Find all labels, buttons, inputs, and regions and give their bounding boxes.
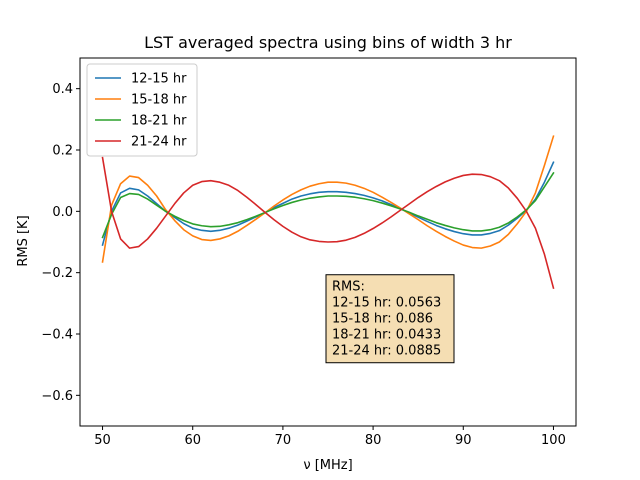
legend-box: [86, 63, 198, 157]
legend-label: 15-18 hr: [131, 93, 187, 108]
y-tick-label: −0.2: [41, 266, 73, 281]
x-tick-label: 80: [365, 433, 382, 448]
y-tick-label: −0.4: [41, 328, 73, 343]
annotation-line: 21-24 hr: 0.0885: [332, 344, 441, 359]
x-axis: 50 60 70 80 90 100: [94, 426, 566, 448]
legend-label: 12-15 hr: [131, 72, 187, 87]
annotation-line: 18-21 hr: 0.0433: [332, 328, 441, 343]
annotation-line: 12-15 hr: 0.0563: [332, 296, 441, 311]
legend-label: 21-24 hr: [131, 135, 187, 150]
series-line-18-21 hr: [101, 171, 555, 239]
annotation-box: [325, 274, 455, 364]
y-axis: −0.6 −0.4 −0.2 0.0 0.2 0.4: [41, 82, 80, 404]
x-tick-label: 100: [541, 433, 566, 448]
chart-title: LST averaged spectra using bins of width…: [144, 33, 512, 52]
series-line-12-15 hr: [101, 161, 555, 247]
axes-frame: [79, 57, 577, 427]
legend: 12-15 hr 15-18 hr 18-21 hr 21-24 hr: [86, 63, 198, 157]
y-tick-label: 0.4: [52, 82, 73, 97]
legend-label: 18-21 hr: [131, 114, 187, 129]
y-tick-label: 0.0: [52, 205, 73, 220]
y-axis-label: RMS [K]: [16, 215, 31, 266]
y-tick-label: −0.6: [41, 389, 73, 404]
series-line-15-18 hr: [101, 135, 555, 263]
y-tick-label: 0.2: [52, 144, 73, 159]
series-lines: [101, 135, 555, 289]
x-tick-label: 60: [184, 433, 201, 448]
series-line-21-24 hr: [101, 156, 555, 289]
annotation-line: 15-18 hr: 0.086: [332, 312, 433, 327]
x-tick-label: 50: [94, 433, 111, 448]
x-tick-label: 70: [275, 433, 292, 448]
annotation-line: RMS:: [332, 280, 365, 295]
x-tick-label: 90: [455, 433, 472, 448]
x-axis-label: ν [MHz]: [303, 458, 352, 473]
